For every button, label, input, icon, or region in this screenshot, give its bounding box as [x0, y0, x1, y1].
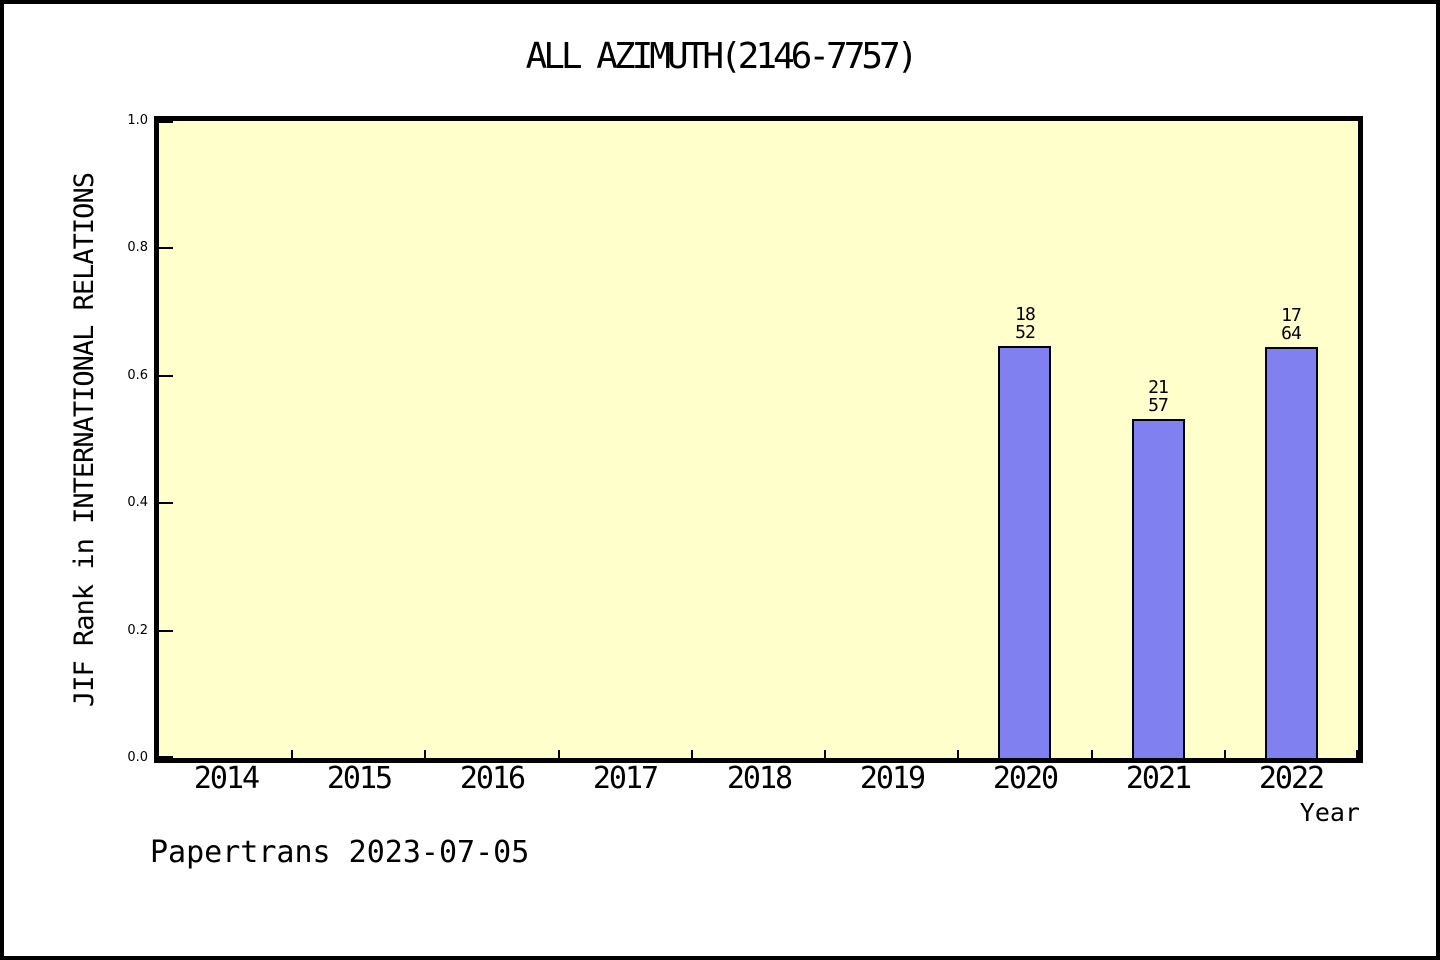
plot-area [154, 116, 1363, 763]
y-tick-label: 0.6 [127, 367, 148, 383]
x-tick-mark [1091, 750, 1093, 758]
bar-rank-value: 18 [1015, 304, 1036, 325]
bar-value-label-2021: 21 57 [1118, 379, 1198, 415]
y-tick-label: 0.2 [127, 622, 148, 638]
x-tick-label-2022: 2022 [1258, 761, 1325, 796]
x-tick-label-2018: 2018 [726, 761, 793, 796]
bar-rank-value: 17 [1281, 305, 1302, 326]
x-tick-mark [824, 750, 826, 758]
y-tick-mark [159, 502, 173, 505]
x-tick-mark [957, 750, 959, 758]
x-tick-mark [1224, 750, 1226, 758]
x-tick-mark [691, 750, 693, 758]
bar-2021 [1132, 419, 1185, 758]
bar-2020 [998, 346, 1051, 758]
bar-total-value: 52 [1015, 322, 1036, 343]
bar-total-value: 64 [1281, 323, 1302, 344]
bar-rank-value: 21 [1148, 377, 1169, 398]
y-tick-mark [159, 374, 173, 377]
bar-2022 [1265, 347, 1318, 758]
x-tick-mark [558, 750, 560, 758]
x-tick-mark [291, 750, 293, 758]
y-tick-label: 0.8 [127, 240, 148, 256]
x-tick-mark [1356, 750, 1358, 758]
y-axis-label: JIF Rank in INTERNATIONAL RELATIONS [69, 173, 100, 707]
chart-title: ALL AZIMUTH(2146-7757) [525, 36, 919, 77]
bar-total-value: 57 [1148, 395, 1169, 416]
y-tick-mark [159, 247, 173, 250]
y-tick-label: 0.0 [127, 750, 148, 765]
y-tick-mark [159, 629, 173, 632]
x-tick-label-2015: 2015 [326, 761, 393, 796]
x-tick-label-2014: 2014 [193, 761, 260, 796]
y-tick-label: 1.0 [127, 113, 148, 128]
y-tick-label: 0.4 [127, 495, 148, 511]
watermark-text: Papertrans 2023-07-05 [150, 835, 530, 870]
bar-value-label-2020: 18 52 [985, 306, 1065, 342]
x-tick-label-2021: 2021 [1125, 761, 1192, 796]
bar-value-label-2022: 17 64 [1251, 307, 1331, 343]
y-tick-mark [159, 121, 173, 123]
x-axis-label: Year [1299, 798, 1360, 827]
y-tick-mark [159, 756, 173, 758]
x-tick-label-2016: 2016 [459, 761, 526, 796]
x-tick-mark [424, 750, 426, 758]
x-tick-label-2019: 2019 [859, 761, 926, 796]
x-tick-label-2020: 2020 [992, 761, 1059, 796]
x-tick-label-2017: 2017 [592, 761, 659, 796]
